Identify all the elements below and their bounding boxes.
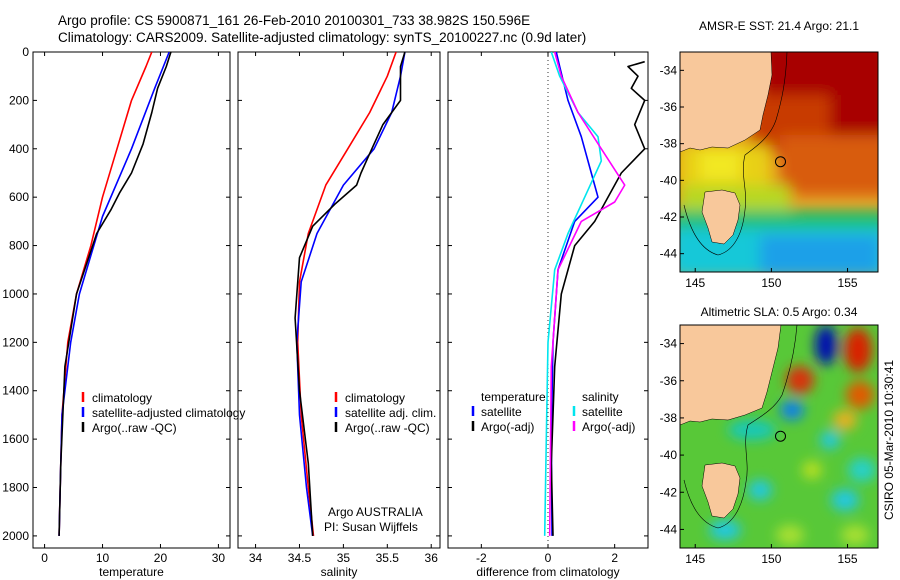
series-line-argo-raw-qc- <box>294 52 406 536</box>
x-tick-label: 35 <box>337 551 351 565</box>
y-tick-label: 800 <box>9 239 29 253</box>
sst-argo-marker <box>775 156 786 168</box>
x-tick-label: 20 <box>154 551 168 565</box>
series-line-temperature-satellite <box>550 52 599 536</box>
map-y-tick-label: -40 <box>660 173 678 187</box>
legend-diff-temperature: temperature <box>481 390 546 404</box>
y-tick-label: 1600 <box>2 432 29 446</box>
sla-map-title: Altimetric SLA: 0.5 Argo: 0.34 <box>701 305 858 319</box>
map-y-tick-label: -44 <box>660 522 678 536</box>
legend-diff-sal-satellite: satellite <box>582 405 623 419</box>
y-tick-label: 1400 <box>2 384 29 398</box>
map-y-tick-label: -38 <box>660 411 678 425</box>
series-line-salinity-satellite <box>543 52 603 536</box>
series-group <box>543 52 646 536</box>
map-x-tick-label: 150 <box>761 552 781 566</box>
map-y-tick-label: -38 <box>660 137 678 151</box>
sst-shelf-contour <box>683 52 788 256</box>
sst-land-tasmania <box>701 189 741 245</box>
annotation-argo-australia: Argo AUSTRALIA <box>328 505 423 519</box>
y-tick-label: 400 <box>9 142 29 156</box>
legend-diff-temp-satellite: satellite <box>481 405 522 419</box>
series-line-climatology <box>296 52 397 536</box>
sla-map-axes: 145 150 155 -34 -36 -38 -40 -42 -44 <box>660 337 858 566</box>
map-y-tick-label: -36 <box>660 100 678 114</box>
map-y-tick-label: -34 <box>660 63 678 77</box>
x-tick-label: -2 <box>476 551 487 565</box>
sst-land-mainland <box>680 52 773 153</box>
legend-temp-climatology: climatology <box>92 391 152 405</box>
x-tick-label: 2 <box>611 551 618 565</box>
x-axis-label: difference from climatology <box>476 565 619 579</box>
y-tick-label: 0 <box>22 45 29 59</box>
x-tick-label: 0 <box>41 551 48 565</box>
y-tick-label: 1800 <box>2 481 29 495</box>
x-tick-label: 34 <box>249 551 263 565</box>
series-line-argo-raw-qc- <box>58 52 172 536</box>
sst-map-axes: 145 150 155 -34 -36 -38 -40 -42 -44 <box>660 63 858 290</box>
x-tick-label: 0 <box>545 551 552 565</box>
y-tick-label: 2000 <box>2 529 29 543</box>
map-y-tick-label: -44 <box>660 247 678 261</box>
series-group <box>294 52 406 537</box>
legend-diff-salinity: salinity <box>582 390 619 404</box>
header-line-1: Argo profile: CS 5900871_161 26-Feb-2010… <box>58 13 530 28</box>
map-x-tick-label: 155 <box>838 276 858 290</box>
sla-land-mainland <box>680 325 782 426</box>
x-axis-label: salinity <box>321 565 358 579</box>
map-y-tick-label: -34 <box>660 337 678 351</box>
annotation-pi: PI: Susan Wijffels <box>324 520 418 534</box>
x-tick-label: 10 <box>96 551 110 565</box>
legend-sal-argo: Argo(..raw -QC) <box>345 421 430 435</box>
legend-sal-satellite: satellite adj. clim. <box>345 406 436 420</box>
series-line-salinity-argo-adj- <box>548 52 626 536</box>
series-line-satellite-adjusted-climatology <box>58 52 170 536</box>
header-line-2: Climatology: CARS2009. Satellite-adjuste… <box>58 30 586 45</box>
sst-map: AMSR-E SST: 21.4 Argo: 21.1 145 150 155 -34… <box>660 19 879 290</box>
y-tick-label: 200 <box>9 93 29 107</box>
map-x-tick-label: 145 <box>685 276 705 290</box>
sla-land-tasmania <box>701 462 741 519</box>
sla-map: Altimetric SLA: 0.5 Argo: 0.34 <box>660 305 879 566</box>
legend-temp-satellite: satellite-adjusted climatology <box>92 406 245 420</box>
temperature-panel: 0 10 20 30 temperature 0 200 400 600 800 1000 1200 1… <box>2 45 231 579</box>
sla-map-frame <box>679 324 879 549</box>
series-line-temperature-argo-adj- <box>550 60 646 536</box>
legend-diff-temp-argo: Argo(-adj) <box>481 420 534 434</box>
legend-temp-argo: Argo(..raw -QC) <box>92 421 177 435</box>
panel-frame <box>237 51 441 549</box>
legend-diff-sal-argo: Argo(-adj) <box>582 420 635 434</box>
map-x-tick-label: 145 <box>685 552 705 566</box>
sst-map-title: AMSR-E SST: 21.4 Argo: 21.1 <box>699 19 859 33</box>
sla-shelf-contour <box>683 325 798 529</box>
side-timestamp: CSIRO 05-Mar-2010 10:30:41 <box>882 360 896 520</box>
panel-frame <box>32 51 231 549</box>
map-y-tick-label: -42 <box>660 210 678 224</box>
map-x-tick-label: 155 <box>838 552 858 566</box>
map-y-tick-label: -36 <box>660 374 678 388</box>
x-tick-label: 35.5 <box>376 551 400 565</box>
x-axis-label: temperature <box>99 565 164 579</box>
x-tick-label: 30 <box>212 551 226 565</box>
series-line-satellite-adj-clim- <box>296 52 406 537</box>
y-tick-label: 600 <box>9 190 29 204</box>
x-tick-label: 34.5 <box>288 551 312 565</box>
series-line-climatology <box>58 52 153 536</box>
map-x-tick-label: 150 <box>761 276 781 290</box>
y-tick-label: 1200 <box>2 335 29 349</box>
x-tick-label: 36 <box>425 551 439 565</box>
sla-argo-marker <box>775 430 786 442</box>
map-y-tick-label: -42 <box>660 485 678 499</box>
legend-sal-climatology: climatology <box>345 391 405 405</box>
y-tick-label: 1000 <box>2 287 29 301</box>
map-y-tick-label: -40 <box>660 448 678 462</box>
salinity-panel: 34 34.5 35 35.5 36 salinity <box>237 51 441 579</box>
sst-map-frame <box>679 51 879 273</box>
series-group <box>58 52 172 536</box>
